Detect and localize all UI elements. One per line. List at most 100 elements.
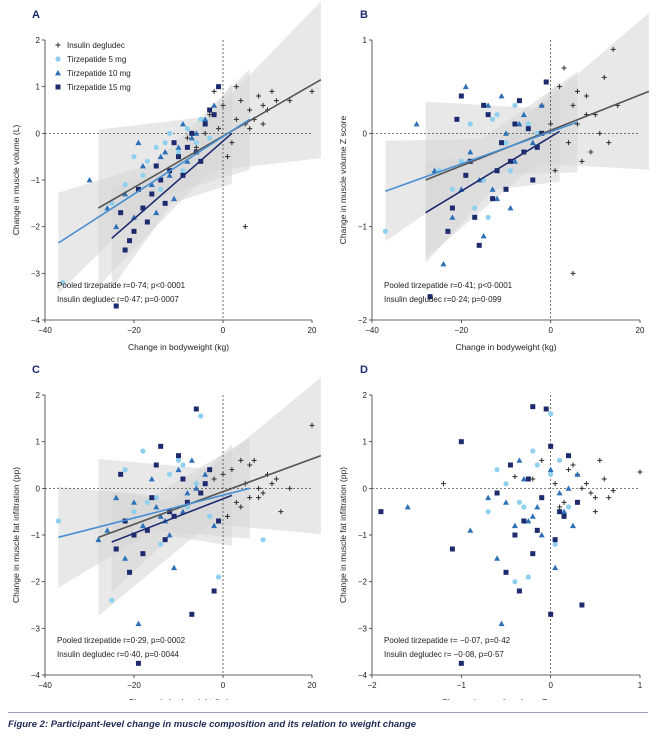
data-point-insulin <box>539 457 545 463</box>
data-point-insulin <box>309 422 315 428</box>
data-point-tz5 <box>548 411 554 417</box>
data-point-tz10 <box>561 508 568 515</box>
data-point-tz10 <box>494 555 501 561</box>
data-point-tz10 <box>413 121 420 127</box>
data-point-tz5 <box>167 471 173 477</box>
series-tz15 <box>378 404 585 666</box>
x-tick-label: 20 <box>308 326 317 335</box>
data-point-tz10 <box>188 457 195 463</box>
data-point-insulin <box>202 130 208 136</box>
panel-letter: A <box>32 9 40 21</box>
data-point-tz5 <box>175 457 182 463</box>
data-point-tz10 <box>494 195 501 202</box>
data-point-tz5 <box>525 121 531 127</box>
x-tick-label: −20 <box>455 326 469 335</box>
fit-line-insulin <box>98 454 322 539</box>
x-tick-label: 20 <box>308 681 317 690</box>
data-point-tz15 <box>507 462 513 468</box>
data-point-tz5 <box>525 574 531 580</box>
data-point-tz10 <box>520 476 527 482</box>
y-axis-label: Change in muscle volume Z score <box>338 115 348 244</box>
fit-line-tz_light <box>58 487 250 539</box>
y-tick-label: −2 <box>358 316 368 325</box>
data-point-tz5 <box>140 172 146 178</box>
x-axis-label: Change in bodyweight (kg) <box>128 697 229 700</box>
data-point-tz10 <box>104 527 111 533</box>
data-point-tz10 <box>529 139 536 146</box>
data-point-insulin <box>273 98 279 104</box>
data-point-tz15 <box>216 84 222 90</box>
data-point-tz15 <box>140 205 146 211</box>
data-point-tz15 <box>207 107 213 113</box>
data-point-insulin <box>566 140 572 146</box>
data-point-tz15 <box>543 79 549 85</box>
data-point-tz15 <box>144 527 150 533</box>
stat-annotation: Insulin degludec r=0·47; p=0·0007 <box>57 295 179 304</box>
fit-line-insulin <box>425 90 650 181</box>
data-point-tz10 <box>511 158 518 164</box>
y-tick-label: 1 <box>36 438 41 447</box>
legend-label: Insulin degludec <box>67 41 125 50</box>
data-point-insulin <box>242 224 248 230</box>
data-point-tz5 <box>503 140 509 146</box>
y-tick-label: −1 <box>31 176 41 185</box>
data-point-tz15 <box>485 112 491 118</box>
data-point-insulin <box>610 46 616 52</box>
x-tick-label: −20 <box>127 681 141 690</box>
y-tick-label: −4 <box>358 671 368 680</box>
data-point-tz15 <box>449 546 455 552</box>
series-tz10 <box>413 83 545 267</box>
data-point-tz15 <box>481 102 487 108</box>
data-point-tz15 <box>445 228 451 234</box>
data-point-tz10 <box>516 121 523 127</box>
y-tick-label: −2 <box>31 223 41 232</box>
data-point-tz15 <box>525 476 531 482</box>
legend-marker-circle <box>55 56 61 62</box>
stat-annotation: Pooled tirzepatide r=0·74; p<0·0001 <box>57 281 186 290</box>
data-point-tz5 <box>109 200 115 206</box>
data-point-tz15 <box>494 490 500 496</box>
data-point-tz5 <box>512 579 518 585</box>
x-tick-label: 0 <box>548 681 553 690</box>
data-point-tz15 <box>534 144 540 150</box>
data-point-tz15 <box>490 196 496 202</box>
panel-b: B −40 −20 0 20 −2 −1 0 1 Change in bodyweight (kg… <box>338 9 650 352</box>
stat-annotation: Insulin degludec r=0·24; p=0·099 <box>384 295 502 304</box>
data-point-tz15 <box>548 611 554 617</box>
data-point-tz15 <box>127 238 133 244</box>
data-point-tz15 <box>566 453 572 459</box>
data-point-insulin <box>273 476 279 482</box>
data-point-tz10 <box>404 504 411 510</box>
panel-letter: B <box>360 9 368 21</box>
data-point-tz5 <box>158 541 164 547</box>
data-point-insulin <box>570 102 576 108</box>
y-tick-label: −1 <box>31 531 41 540</box>
data-point-tz5 <box>548 471 554 477</box>
data-point-tz10 <box>489 186 496 192</box>
data-point-insulin <box>557 504 563 510</box>
data-point-tz5 <box>507 168 514 174</box>
data-point-tz10 <box>529 513 536 519</box>
data-point-insulin <box>552 168 558 174</box>
data-point-tz10 <box>480 233 487 239</box>
data-point-tz5 <box>490 116 496 122</box>
y-tick-label: 0 <box>36 484 41 493</box>
data-point-tz15 <box>158 177 164 183</box>
data-point-tz5 <box>207 513 213 519</box>
data-point-insulin <box>251 457 257 463</box>
series-tz10 <box>404 457 581 627</box>
fit-line-tz_dark <box>111 132 233 239</box>
data-point-tz15 <box>149 191 155 197</box>
data-point-tz10 <box>538 102 545 108</box>
data-point-tz15 <box>574 499 580 505</box>
data-point-insulin <box>583 481 589 487</box>
data-point-tz5 <box>131 509 137 515</box>
legend-label: Tirzepatide 5 mg <box>67 55 126 64</box>
data-point-tz5 <box>557 457 563 463</box>
data-point-tz5 <box>260 537 266 543</box>
data-point-insulin <box>247 107 253 113</box>
x-tick-label: −40 <box>365 326 379 335</box>
data-point-tz15 <box>113 546 119 552</box>
data-point-tz15 <box>198 490 204 496</box>
